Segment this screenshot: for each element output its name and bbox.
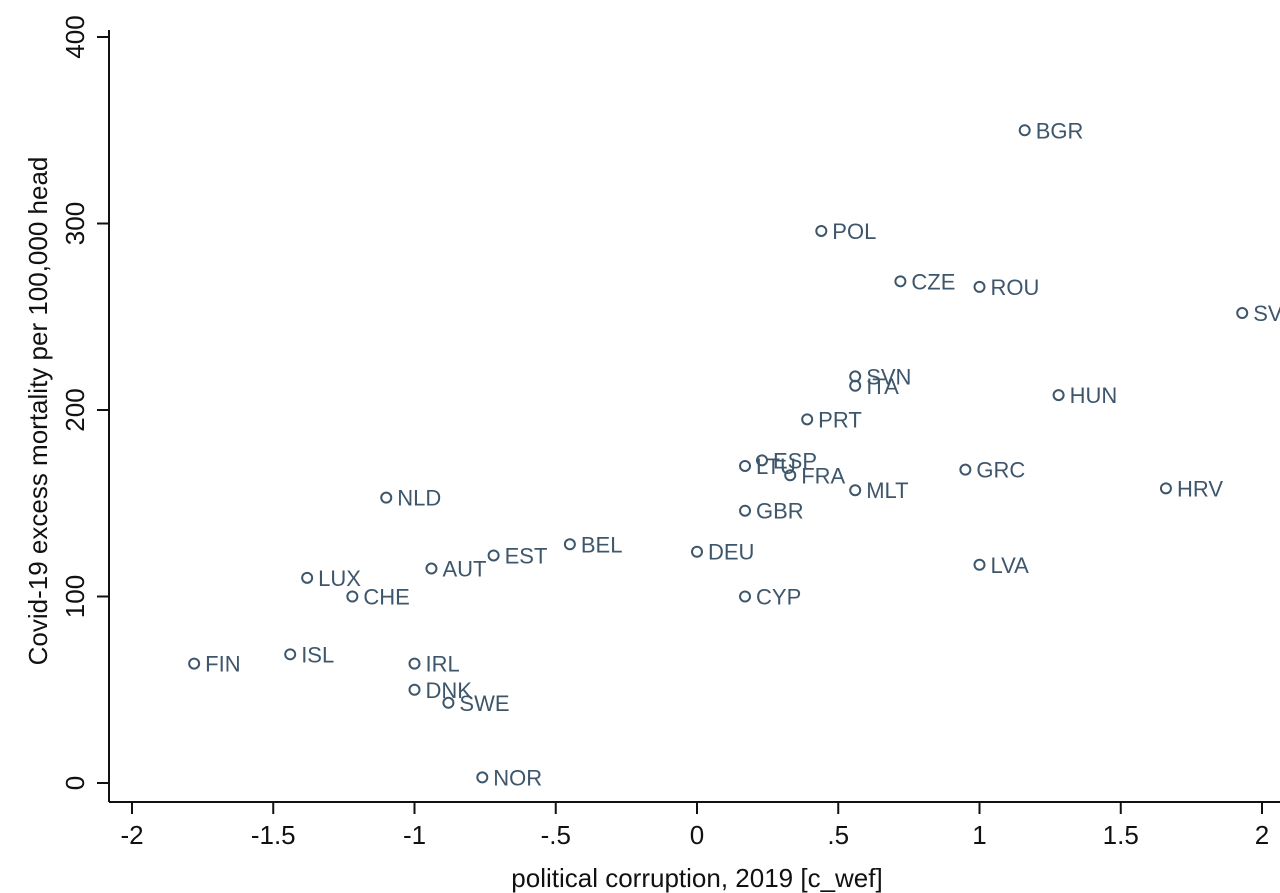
data-point-che bbox=[346, 590, 359, 603]
y-axis-title: Covid-19 excess mortality per 100,000 he… bbox=[23, 157, 53, 666]
data-point-deu bbox=[691, 545, 703, 558]
data-point-est bbox=[487, 549, 500, 562]
data-point-fin bbox=[188, 657, 201, 670]
y-tick-label: 400 bbox=[60, 15, 90, 58]
x-axis: -2 -1.5 -1 -.5 0 .5 1 1.5 2 bbox=[109, 801, 1280, 850]
x-tick-label: -.5 bbox=[541, 820, 571, 850]
data-point-hun bbox=[1052, 389, 1065, 402]
point-label-fra: FRA bbox=[801, 463, 845, 488]
point-label-hrv: HRV bbox=[1177, 476, 1223, 501]
point-label-lux: LUX bbox=[318, 566, 361, 591]
x-tick-label: .5 bbox=[827, 820, 849, 850]
data-point-nor bbox=[476, 771, 489, 784]
point-label-prt: PRT bbox=[818, 407, 862, 432]
point-label-deu: DEU bbox=[708, 540, 754, 565]
point-label-bgr: BGR bbox=[1036, 118, 1084, 143]
point-label-rou: ROU bbox=[991, 275, 1040, 300]
point-label-bel: BEL bbox=[581, 532, 623, 557]
point-label-irl: IRL bbox=[426, 652, 460, 677]
point-label-ita: ITA bbox=[866, 374, 899, 399]
x-axis-title: political corruption, 2019 [c_wef] bbox=[511, 863, 882, 893]
data-point-lux bbox=[301, 571, 314, 584]
y-tick-label: 300 bbox=[60, 202, 90, 245]
data-point-nld bbox=[380, 491, 393, 504]
y-tick-label: 200 bbox=[60, 388, 90, 431]
data-point-rou bbox=[973, 280, 986, 293]
point-label-lva: LVA bbox=[991, 553, 1030, 578]
point-label-svn: SVN bbox=[866, 364, 911, 389]
x-tick-label: 2 bbox=[1255, 820, 1269, 850]
data-point-bgr bbox=[1018, 124, 1031, 137]
x-tick-label: 0 bbox=[690, 820, 704, 850]
data-point-bel bbox=[563, 538, 576, 551]
point-label-gbr: GBR bbox=[756, 499, 804, 524]
data-point-sv bbox=[1236, 307, 1249, 320]
point-label-cze: CZE bbox=[911, 269, 955, 294]
data-point-dnk bbox=[408, 683, 421, 696]
data-point-swe bbox=[442, 696, 455, 709]
data-point-fra bbox=[784, 469, 797, 482]
data-point-aut bbox=[425, 562, 438, 575]
data-point-esp bbox=[755, 454, 768, 467]
data-point-irl bbox=[408, 657, 421, 670]
point-label-cyp: CYP bbox=[756, 585, 801, 610]
point-label-sv: SV bbox=[1253, 301, 1280, 326]
point-label-che: CHE bbox=[363, 585, 409, 610]
x-tick-label: -2 bbox=[120, 820, 143, 850]
point-label-pol: POL bbox=[832, 219, 876, 244]
y-tick-label: 0 bbox=[60, 776, 90, 790]
x-tick-label: -1 bbox=[403, 820, 426, 850]
point-label-est: EST bbox=[505, 543, 548, 568]
data-point-ita bbox=[849, 379, 862, 392]
point-label-aut: AUT bbox=[442, 557, 486, 582]
point-label-nld: NLD bbox=[397, 486, 441, 511]
point-label-hun: HUN bbox=[1070, 383, 1118, 408]
point-label-nor: NOR bbox=[493, 765, 542, 790]
y-axis: 0 100 200 300 400 bbox=[60, 15, 110, 802]
data-point-grc bbox=[959, 463, 972, 476]
data-point-hrv bbox=[1159, 482, 1172, 495]
point-label-swe: SWE bbox=[459, 691, 509, 716]
x-tick-label: 1 bbox=[972, 820, 986, 850]
x-tick-label: 1.5 bbox=[1103, 820, 1139, 850]
point-label-mlt: MLT bbox=[866, 478, 908, 503]
x-tick-label: -1.5 bbox=[251, 820, 296, 850]
data-point-pol bbox=[815, 224, 828, 237]
point-label-ltu: LTU bbox=[756, 454, 796, 479]
point-label-grc: GRC bbox=[976, 458, 1025, 483]
data-point-isl bbox=[284, 648, 297, 661]
point-label-fin: FIN bbox=[205, 652, 240, 677]
data-point-ltu bbox=[739, 459, 752, 472]
data-point-prt bbox=[801, 413, 814, 426]
data-point-lva bbox=[973, 558, 986, 571]
data-point-mlt bbox=[849, 484, 862, 497]
y-tick-label: 100 bbox=[60, 575, 90, 618]
point-label-isl: ISL bbox=[301, 642, 334, 667]
point-label-esp: ESP bbox=[773, 448, 817, 473]
data-point-cyp bbox=[739, 590, 752, 603]
data-point-cze bbox=[894, 275, 907, 288]
data-point-gbr bbox=[739, 504, 752, 517]
